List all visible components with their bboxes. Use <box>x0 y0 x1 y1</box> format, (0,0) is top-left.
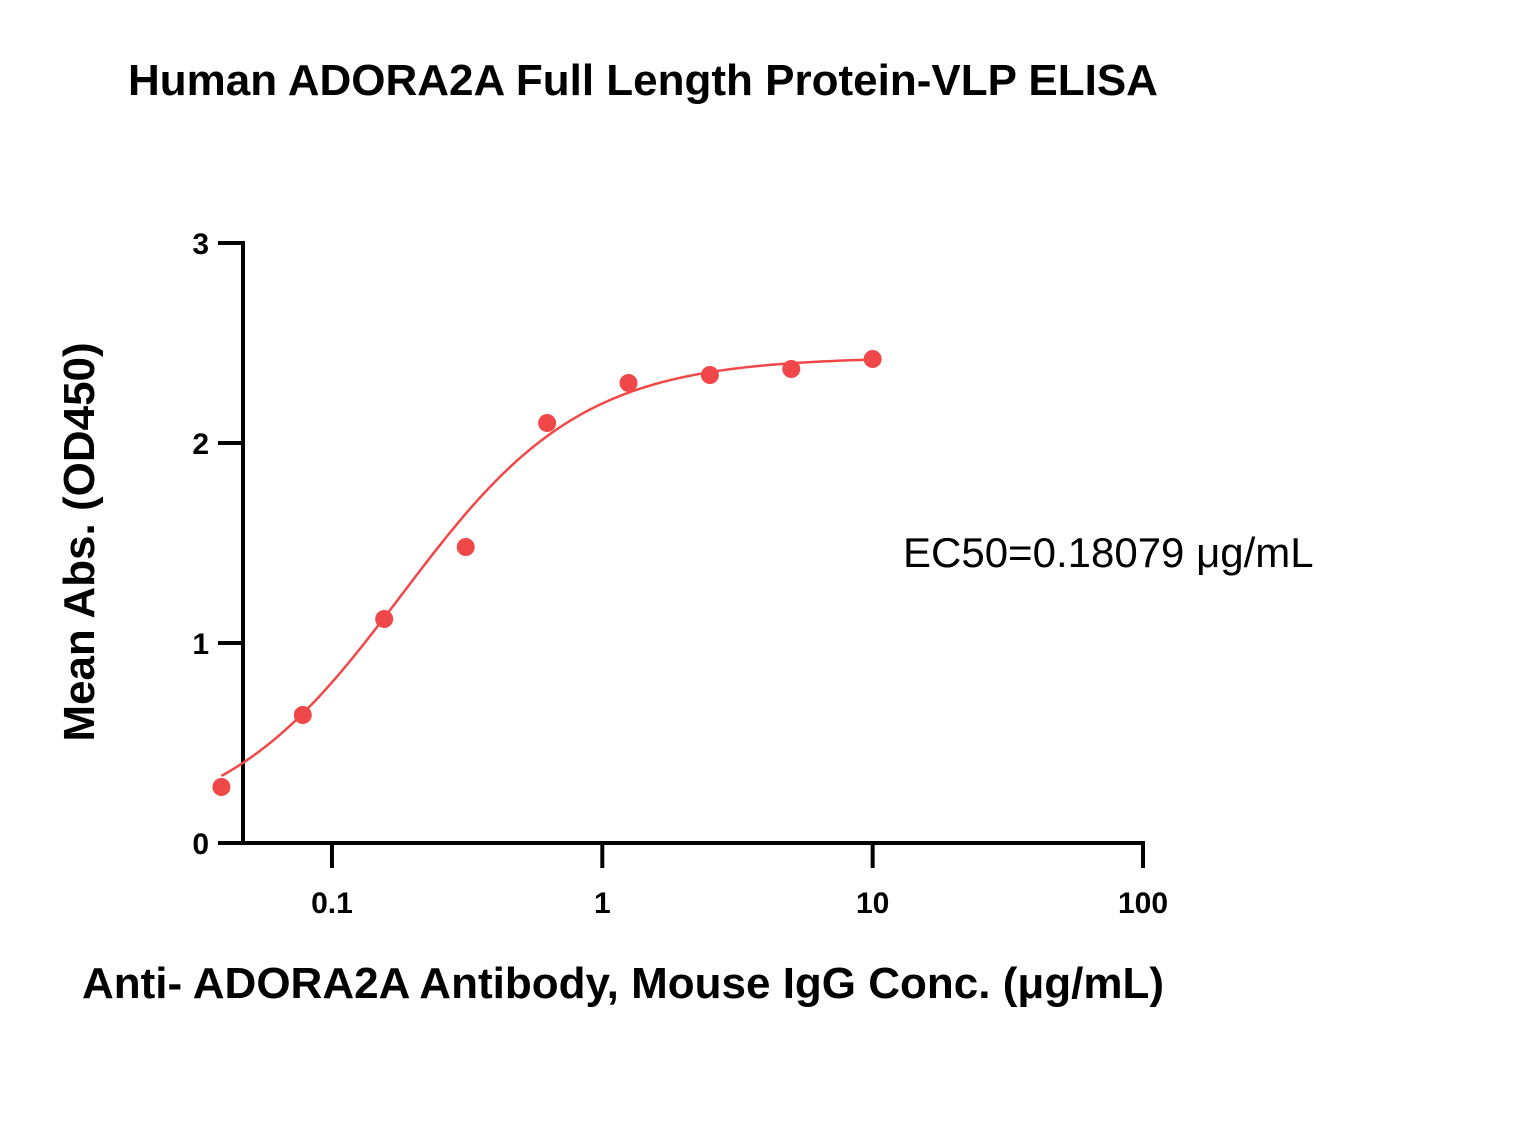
data-point <box>456 538 475 556</box>
y-tick-label: 3 <box>192 228 209 261</box>
data-points <box>212 350 882 796</box>
fit-curve <box>220 358 873 778</box>
y-axis-label: Mean Abs. (OD450) <box>55 342 104 741</box>
data-point <box>212 778 231 796</box>
data-point <box>293 706 312 724</box>
plot-area: 0 1 2 3 0.1 1 10 100 <box>192 228 1168 920</box>
data-point <box>863 350 882 368</box>
y-tick-label: 2 <box>192 428 209 461</box>
data-point <box>619 374 638 392</box>
x-tick-label: 1 <box>594 887 611 920</box>
x-tick-label: 100 <box>1118 887 1168 920</box>
data-point <box>538 414 557 432</box>
data-point <box>700 366 719 384</box>
x-tick-label: 0.1 <box>311 887 353 920</box>
y-tick-label: 1 <box>192 628 209 661</box>
chart-title: Human ADORA2A Full Length Protein-VLP EL… <box>128 56 1158 105</box>
x-ticks: 0.1 1 10 100 <box>311 843 1168 920</box>
ec50-annotation: EC50=0.18079 μg/mL <box>903 529 1314 576</box>
y-ticks: 0 1 2 3 <box>192 228 243 861</box>
x-tick-label: 10 <box>856 887 889 920</box>
data-point <box>375 610 394 628</box>
y-tick-label: 0 <box>192 828 209 861</box>
x-axis-label: Anti- ADORA2A Antibody, Mouse IgG Conc. … <box>82 959 1164 1008</box>
data-point <box>782 360 801 378</box>
